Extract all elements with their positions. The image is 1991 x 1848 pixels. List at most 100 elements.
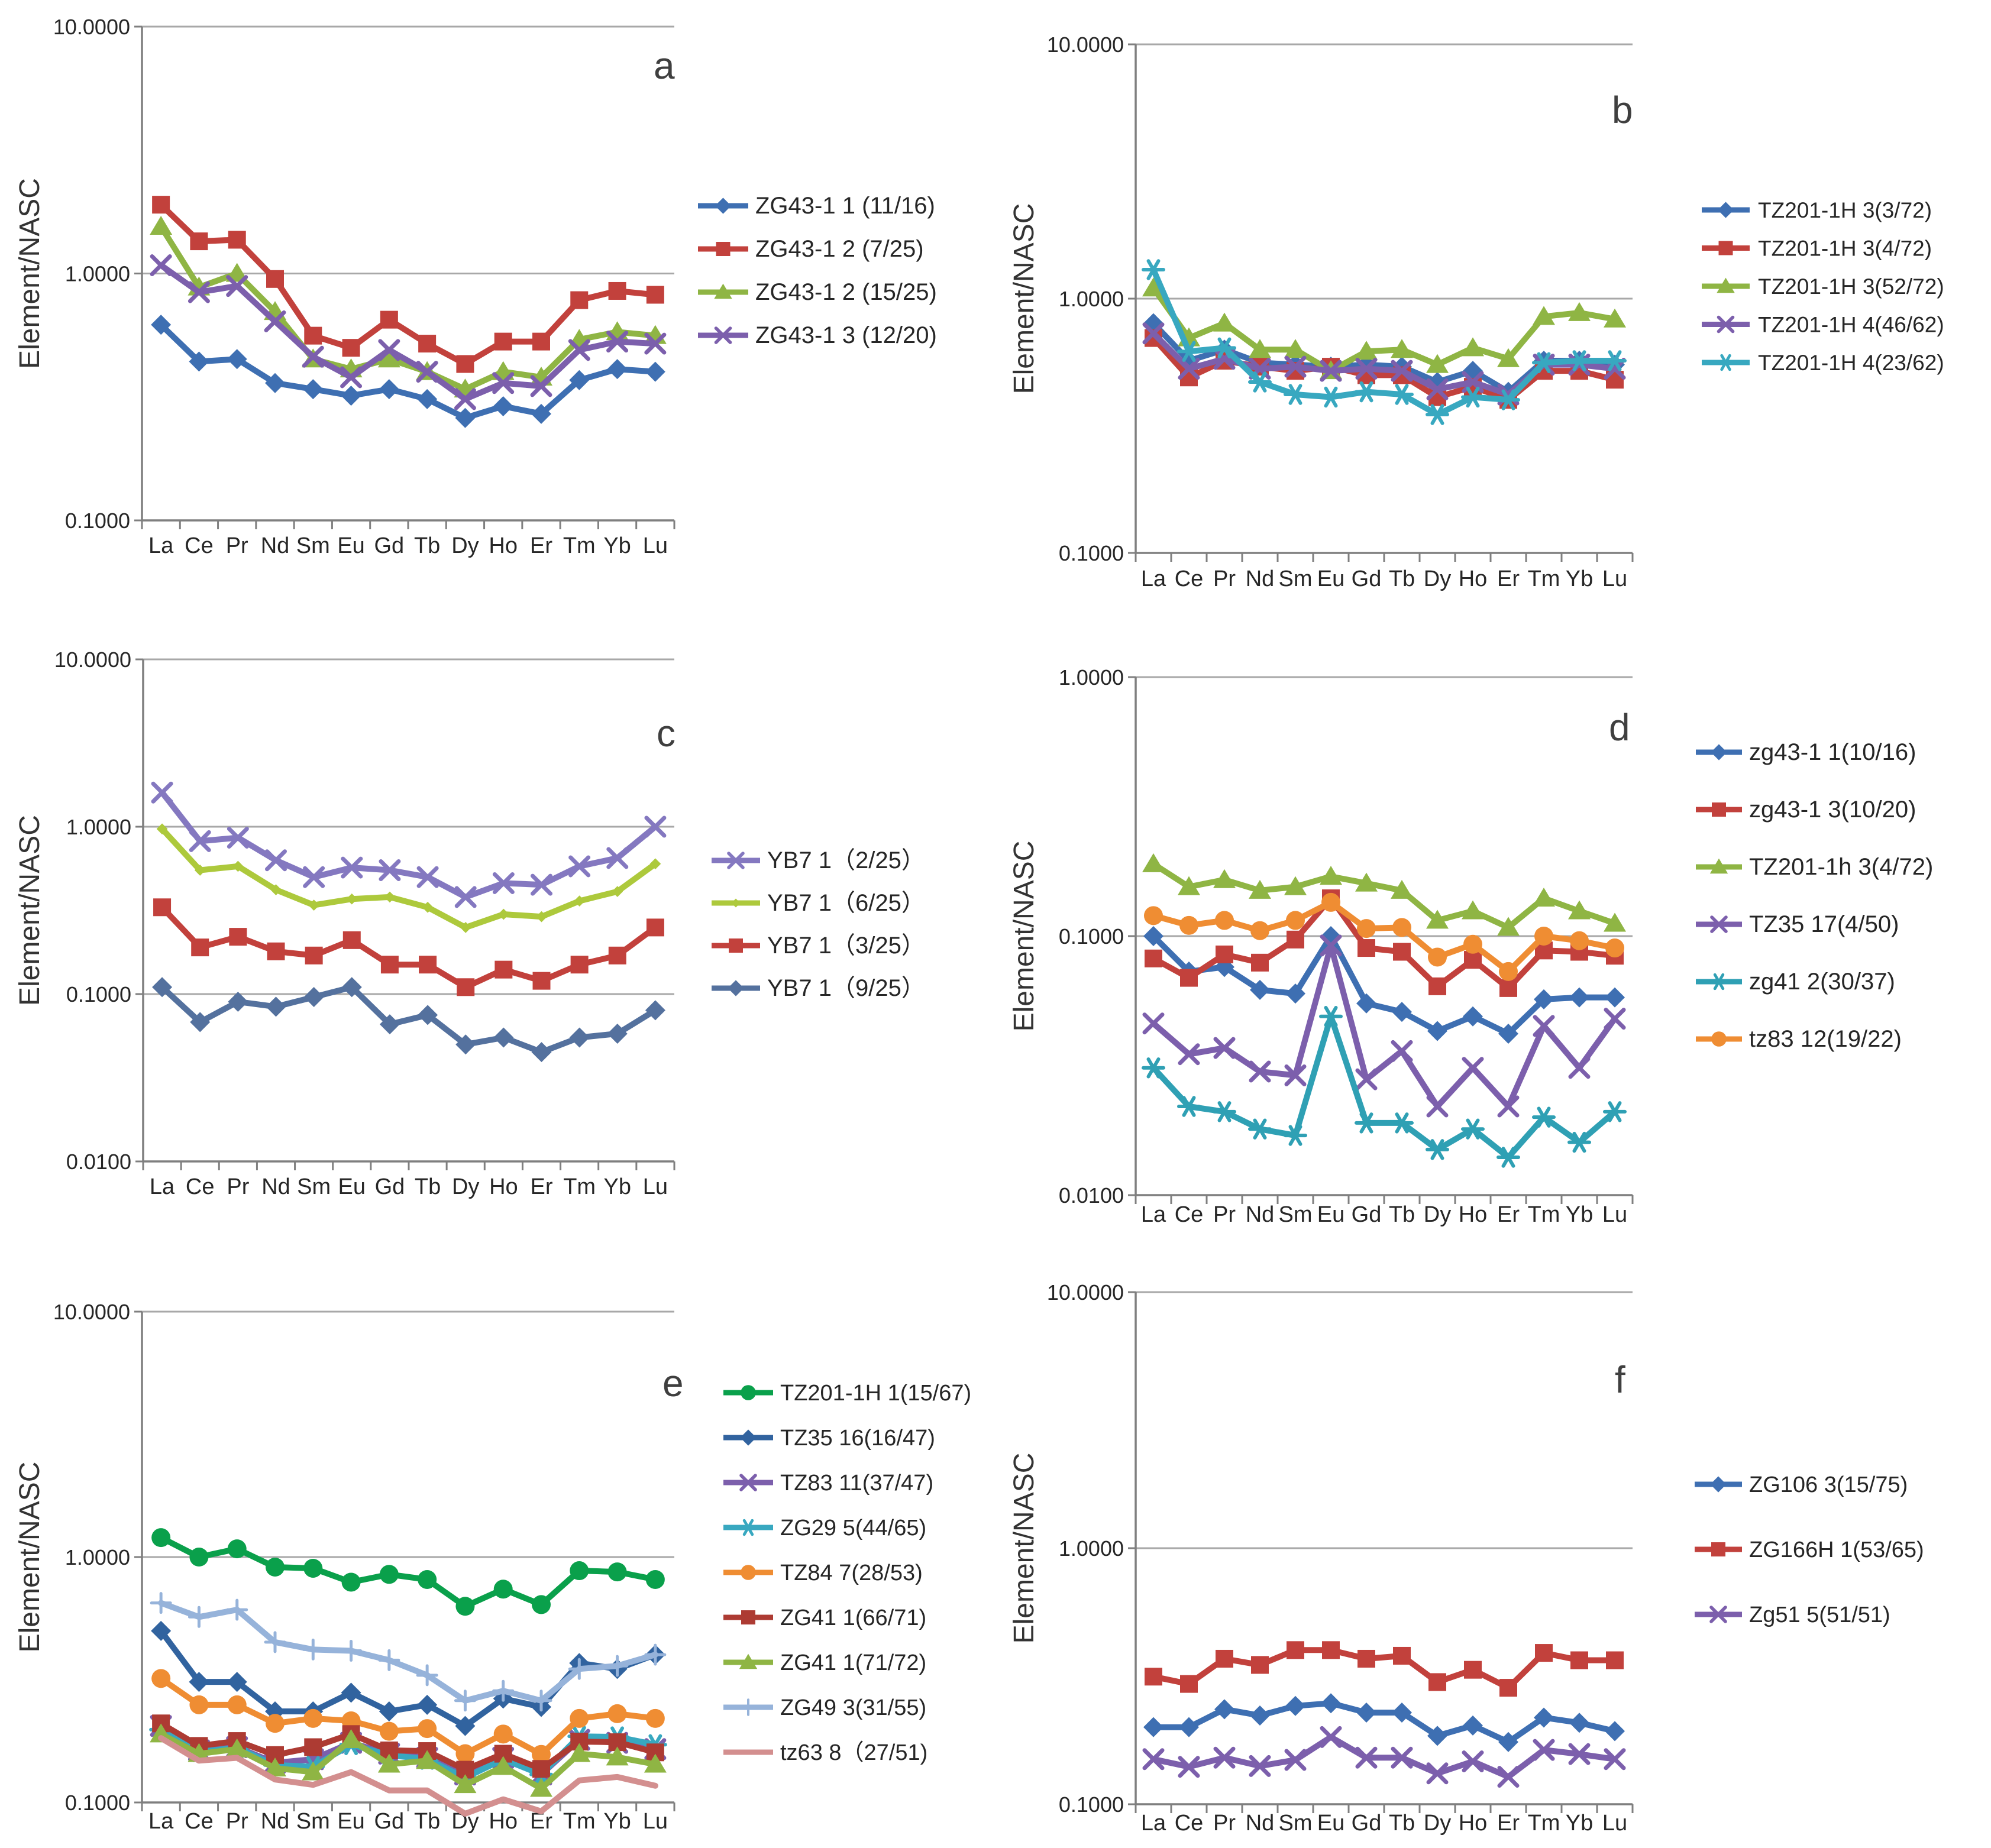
data-point-plus [226, 1598, 248, 1621]
x-tick-label: Dy [1424, 1811, 1451, 1836]
data-point-square [1180, 969, 1198, 987]
legend-label: YB7 1（6/25） [767, 890, 925, 916]
data-point-circle [227, 1695, 247, 1714]
x-tick-label: Eu [337, 1809, 364, 1834]
data-point-square [494, 332, 512, 351]
data-point-circle [532, 1745, 551, 1764]
data-point-asterisk [1426, 404, 1449, 425]
data-point-asterisk [1248, 1118, 1272, 1140]
data-point-triangle [1426, 354, 1449, 373]
data-point-triangle [225, 1738, 248, 1758]
series-yb7-1-6-25- [156, 823, 661, 933]
data-point-square [190, 232, 208, 251]
series-tz201-1h-1-15-67- [151, 1528, 665, 1616]
y-tick-label: 10.0000 [53, 15, 130, 39]
data-point-x [727, 852, 745, 869]
legend-item: ZG43-1 2 (15/25) [698, 279, 937, 305]
data-point-triangle [1568, 302, 1591, 321]
data-point-diamond [417, 389, 438, 409]
data-point-x [1604, 1008, 1626, 1030]
data-point-x [1178, 1043, 1200, 1066]
data-point-asterisk [1461, 1118, 1485, 1140]
legend-label: ZG41 1(66/71) [780, 1606, 926, 1630]
data-point-asterisk [1319, 386, 1343, 408]
data-point-square [342, 339, 360, 357]
x-tick-label: Dy [452, 1174, 479, 1199]
legend-label: ZG29 5(44/65) [780, 1516, 926, 1540]
data-point-x [1533, 1015, 1555, 1037]
series-tz35-17-4-50- [1142, 934, 1626, 1118]
legend-item: TZ201-1H 1(15/67) [723, 1381, 971, 1406]
data-point-x [644, 332, 667, 355]
data-point-circle [607, 1704, 627, 1723]
x-tick-label: Gd [374, 533, 405, 558]
y-tick-label: 0.1000 [1059, 1792, 1124, 1817]
data-point-asterisk [1426, 1139, 1449, 1160]
data-point-diamond [1498, 1024, 1518, 1044]
data-point-circle [645, 1569, 665, 1589]
data-point-circle [303, 1708, 323, 1728]
data-point-x [302, 345, 324, 368]
data-point-triangle [1213, 312, 1236, 332]
legend-item: tz63 8（27/51) [723, 1740, 927, 1765]
data-point-square [1287, 930, 1304, 949]
data-point-diamond [1534, 1707, 1554, 1728]
data-point-diamond [308, 899, 319, 911]
legend-item: ZG106 3(15/75) [1695, 1472, 1908, 1497]
y-tick-label: 10.0000 [1047, 1280, 1124, 1305]
data-point-square [1393, 943, 1411, 961]
data-point-diamond [384, 891, 396, 903]
data-point-x [1391, 360, 1413, 382]
data-point-triangle [1213, 869, 1236, 888]
x-tick-label: Tb [1389, 567, 1415, 591]
data-point-diamond [417, 1694, 438, 1715]
data-point-plus [302, 1638, 324, 1661]
data-point-diamond [460, 922, 471, 933]
x-tick-label: Yb [604, 1174, 631, 1199]
data-point-diamond [379, 1014, 400, 1035]
data-point-plus [454, 1690, 476, 1712]
x-tick-label: Tm [563, 1809, 596, 1834]
x-tick-label: Eu [1317, 1202, 1344, 1227]
data-point-diamond [493, 396, 513, 416]
data-point-square [1428, 1673, 1446, 1691]
x-tick-label: Lu [643, 1809, 668, 1834]
data-point-x [264, 310, 286, 332]
data-point-diamond [731, 898, 741, 908]
data-point-circle [455, 1597, 475, 1616]
data-point-square [608, 281, 626, 300]
data-point-x [188, 281, 210, 303]
data-point-diamond [341, 1682, 361, 1703]
x-tick-label: Ce [1175, 1202, 1204, 1227]
y-tick-label: 1.0000 [66, 815, 131, 839]
series-yb7-1-2-25- [151, 781, 667, 908]
data-point-diamond [1285, 983, 1305, 1004]
x-tick-label: Tm [563, 1174, 596, 1199]
y-tick-label: 0.1000 [1059, 924, 1124, 949]
series-zg106-3-15-75- [1143, 1693, 1625, 1752]
y-axis-title: Element/NASC [1009, 203, 1040, 394]
y-tick-label: 1.0000 [65, 1545, 130, 1569]
data-point-triangle [340, 1729, 363, 1749]
x-tick-label: Tb [1389, 1202, 1415, 1227]
data-point-diamond [303, 379, 324, 400]
data-point-asterisk [1142, 1057, 1165, 1079]
panel-letter: b [1612, 89, 1633, 131]
data-point-diamond [1711, 744, 1727, 760]
data-point-plus [150, 1592, 172, 1614]
data-point-x [1142, 322, 1165, 345]
legend-label: Zg51 5(51/51) [1749, 1603, 1890, 1627]
data-point-asterisk [1284, 384, 1307, 405]
data-point-triangle [1497, 917, 1520, 936]
legend-item: ZG49 3(31/55) [723, 1695, 926, 1720]
data-point-circle [1428, 947, 1447, 967]
data-point-square [152, 196, 170, 214]
legend-label: ZG166H 1(53/65) [1749, 1538, 1924, 1562]
data-point-circle [379, 1565, 399, 1584]
legend-label: tz83 12(19/22) [1749, 1026, 1902, 1052]
data-point-triangle [377, 348, 400, 368]
x-tick-label: Sm [1279, 1202, 1313, 1227]
x-tick-label: Ce [185, 533, 214, 558]
data-point-circle [570, 1708, 589, 1728]
legend-label: TZ201-1H 1(15/67) [780, 1381, 971, 1406]
